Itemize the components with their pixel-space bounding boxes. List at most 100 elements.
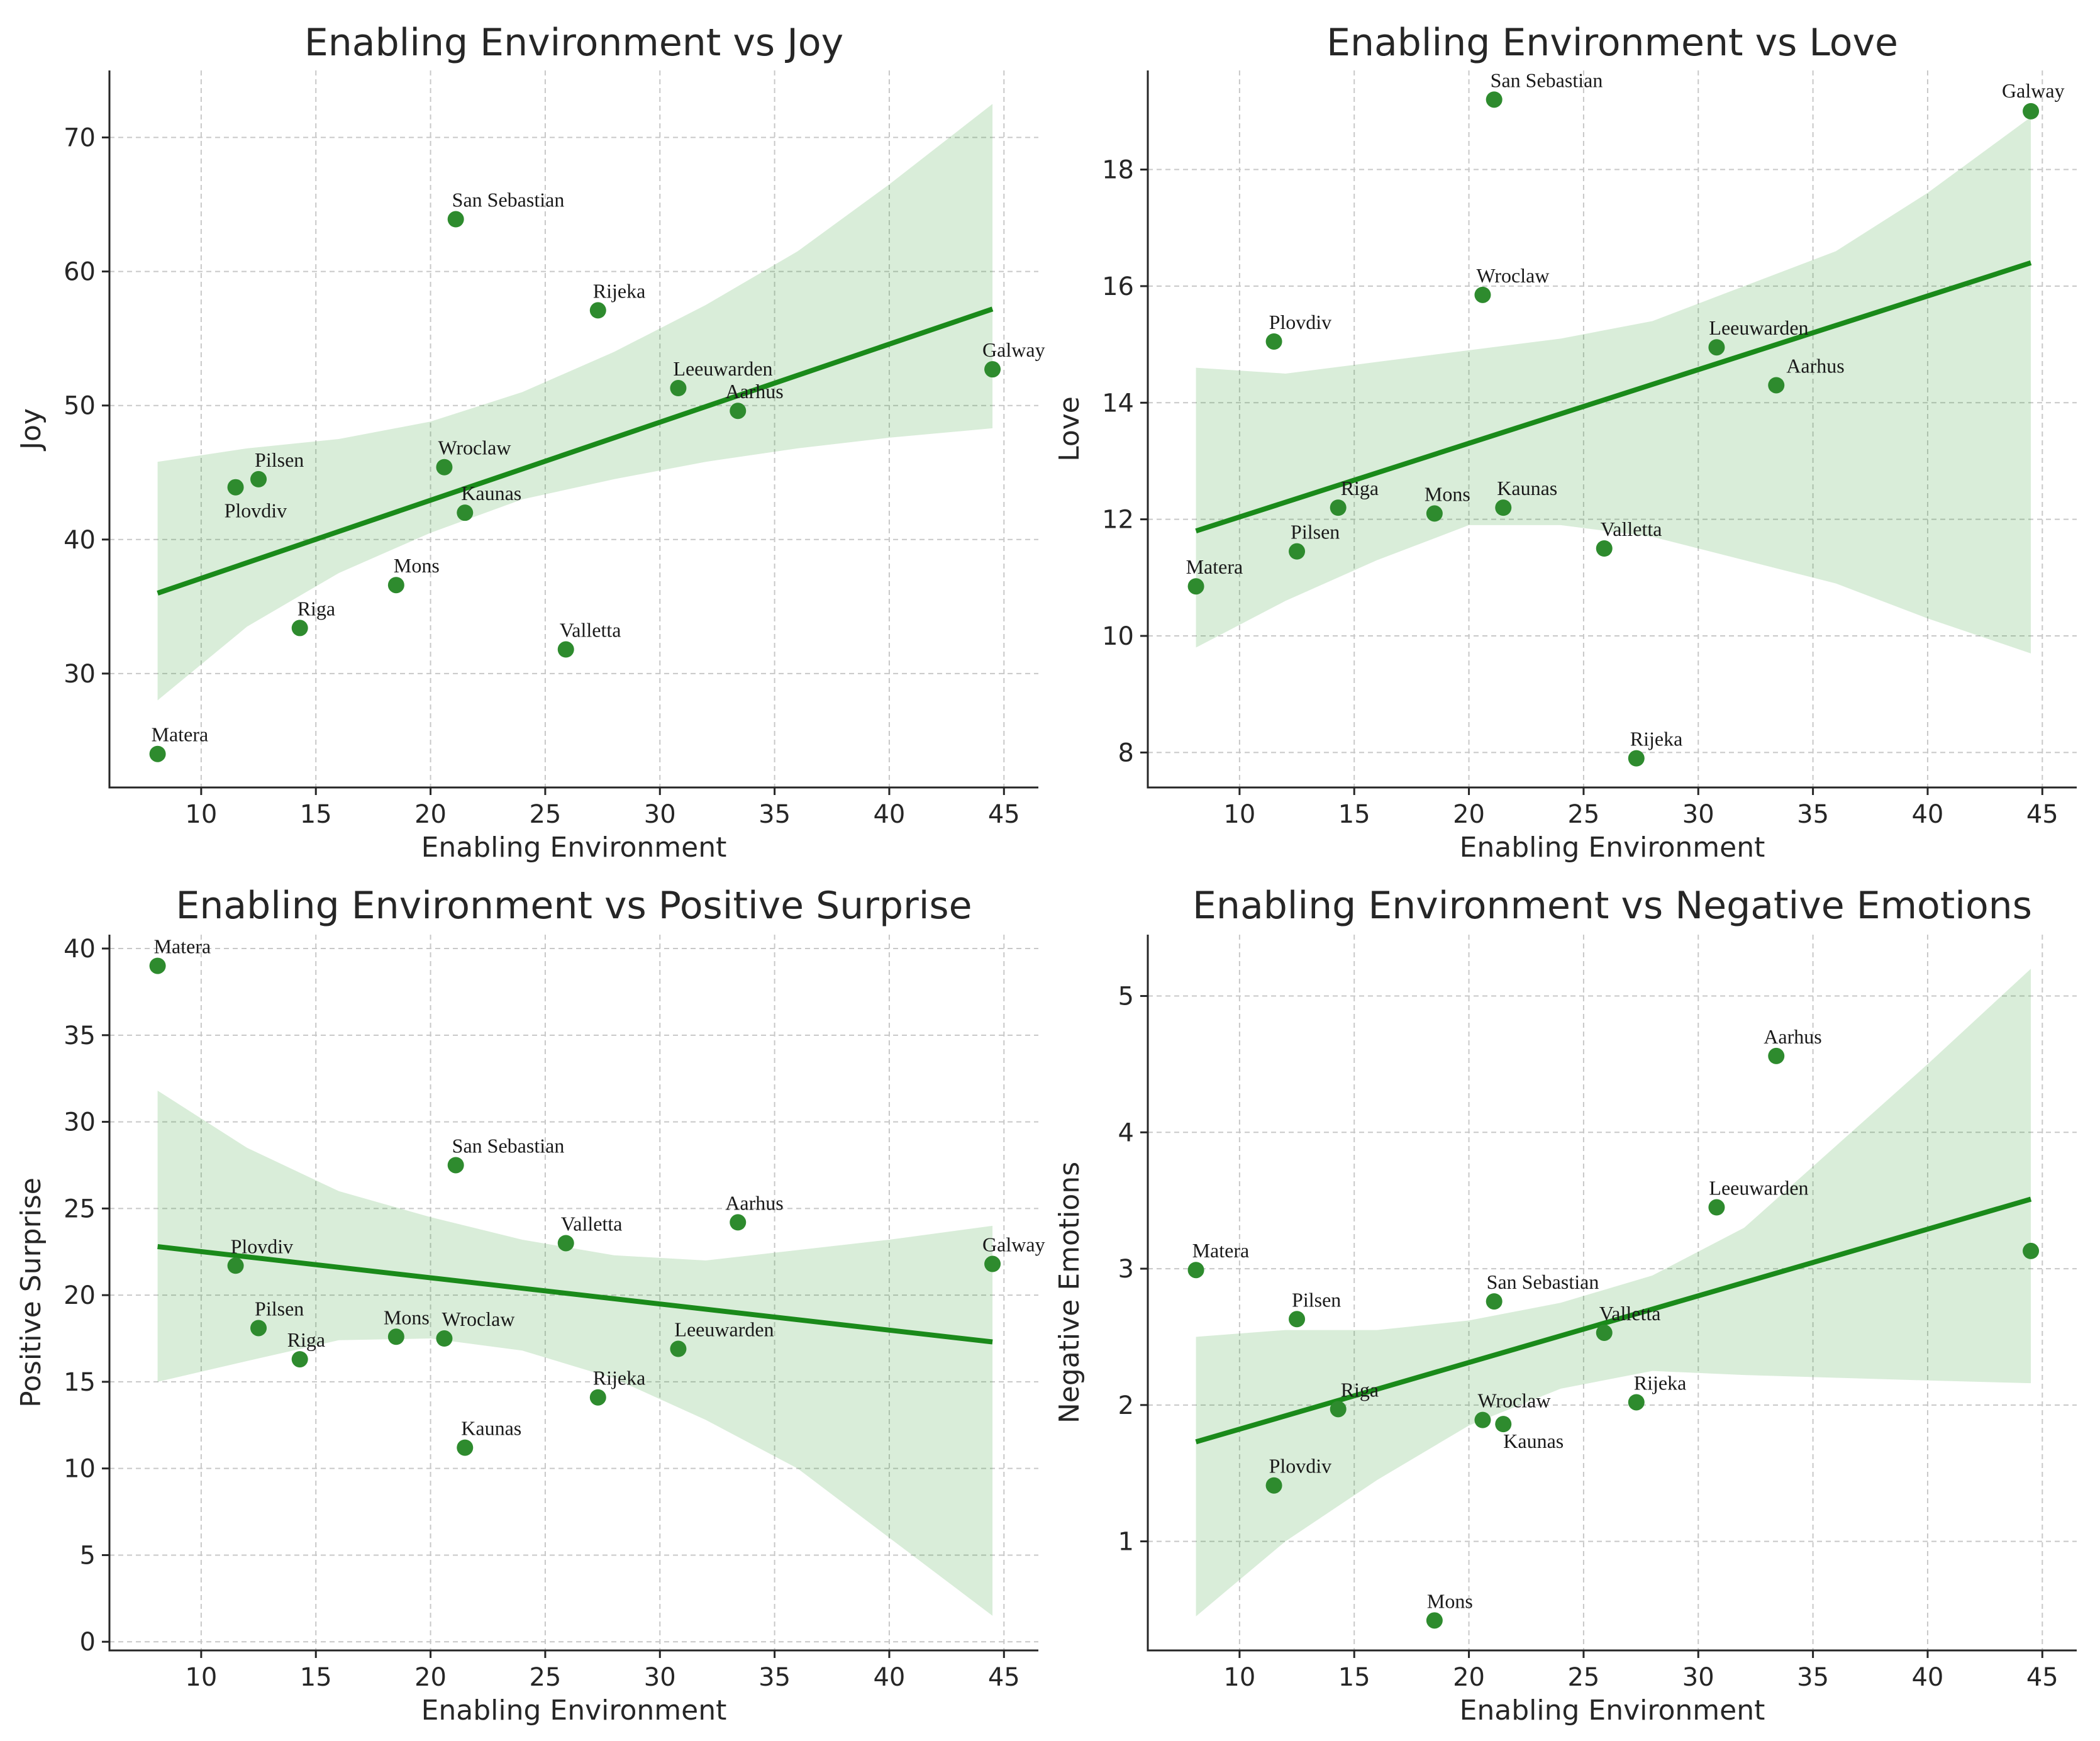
data-point: [1768, 377, 1785, 394]
point-label: Valletta: [1599, 1302, 1661, 1325]
data-point: [984, 1255, 1001, 1272]
y-tick-label: 10: [64, 1455, 96, 1484]
y-tick-label: 0: [80, 1628, 96, 1657]
data-point: [730, 403, 747, 420]
point-label: Rijeka: [1630, 728, 1683, 750]
data-point: [1187, 578, 1204, 595]
point-label: Wroclaw: [1476, 264, 1549, 287]
point-label: Aarhus: [725, 1191, 783, 1214]
x-tick-label: 30: [644, 800, 676, 829]
point-label: San Sebastian: [1487, 1271, 1599, 1293]
point-label: Valletta: [1601, 518, 1662, 540]
point-label: Leeuwarden: [1709, 1177, 1808, 1199]
point-label: Valletta: [560, 619, 621, 642]
y-tick-label: 16: [1102, 272, 1134, 301]
point-label: Aarhus: [1786, 354, 1844, 377]
data-point: [670, 380, 687, 397]
data-point: [1330, 1401, 1347, 1418]
point-label: Leeuwarden: [674, 1318, 774, 1341]
x-tick-label: 45: [2026, 1663, 2058, 1692]
data-point: [250, 1320, 267, 1337]
point-label: Riga: [1341, 477, 1379, 499]
y-tick-label: 25: [64, 1194, 96, 1223]
x-tick-label: 15: [300, 800, 332, 829]
point-label: Aarhus: [1764, 1025, 1821, 1048]
y-tick-label: 5: [80, 1541, 96, 1570]
regression-line: [1195, 260, 2032, 534]
x-tick-label: 45: [2026, 800, 2058, 829]
x-tick-label: 20: [414, 1663, 447, 1692]
y-tick-label: 5: [1118, 982, 1134, 1011]
point-label: Pilsen: [255, 448, 304, 471]
data-point: [557, 1235, 574, 1252]
chart-title: Enabling Environment vs Positive Surpris…: [175, 884, 972, 928]
data-point: [291, 1351, 308, 1368]
point-label: Kaunas: [461, 1417, 521, 1440]
y-tick-label: 35: [64, 1021, 96, 1050]
y-axis-label: Negative Emotions: [1053, 1162, 1086, 1423]
x-tick-label: 10: [185, 800, 217, 829]
data-point: [149, 957, 166, 974]
point-label: Matera: [1192, 1239, 1250, 1262]
axis-spines: [1147, 70, 2077, 789]
x-tick-label: 30: [1682, 1663, 1714, 1692]
data-point: [1426, 1612, 1443, 1629]
regression-line: [1195, 1196, 2032, 1445]
chart-title: Enabling Environment vs Negative Emotion…: [1192, 884, 2032, 928]
x-axis-label: Enabling Environment: [1460, 1694, 1765, 1727]
chart-panel-3: 10 15 20 25 30 35 40 45 0 5 10 15 20 25 30 35 40 Enabling…: [15, 884, 1045, 1727]
point-label: Mons: [1425, 482, 1470, 505]
data-point: [1768, 1047, 1785, 1064]
data-point: [387, 1328, 404, 1345]
data-point: [1495, 499, 1512, 516]
point-label: Matera: [1186, 555, 1243, 578]
confidence-band: [1196, 969, 2031, 1616]
data-point: [1474, 286, 1491, 303]
x-axis-label: Enabling Environment: [421, 832, 727, 864]
data-point: [447, 1157, 464, 1174]
x-tick-label: 20: [1453, 800, 1485, 829]
point-label: Galway: [2002, 79, 2065, 102]
point-label: Riga: [287, 1328, 325, 1351]
point-label: San Sebastian: [1491, 69, 1603, 91]
data-point: [1708, 339, 1725, 356]
data-point: [457, 1439, 474, 1456]
data-point: [2023, 1242, 2040, 1259]
point-label: Wroclaw: [442, 1308, 514, 1330]
point-label: Leeuwarden: [1709, 316, 1808, 339]
data-point: [149, 745, 166, 762]
data-point: [730, 1214, 747, 1231]
data-point: [1265, 1477, 1282, 1494]
y-tick-label: 12: [1102, 506, 1134, 535]
x-tick-label: 35: [758, 1663, 791, 1692]
regression-line: [157, 306, 994, 596]
point-label: San Sebastian: [452, 1134, 565, 1157]
point-label: Pilsen: [1292, 1288, 1341, 1311]
data-point: [1426, 505, 1443, 522]
data-point: [1628, 1394, 1645, 1411]
y-tick-label: 8: [1118, 738, 1134, 767]
chart-title: Enabling Environment vs Joy: [304, 21, 843, 65]
y-tick-label: 3: [1118, 1255, 1134, 1284]
x-tick-label: 15: [300, 1663, 332, 1692]
y-tick-label: 40: [64, 526, 96, 555]
data-point: [670, 1340, 687, 1357]
data-point: [1474, 1411, 1491, 1428]
point-label: Rijeka: [1634, 1371, 1687, 1394]
y-tick-label: 30: [64, 1108, 96, 1137]
x-tick-label: 25: [529, 1663, 561, 1692]
data-point: [227, 1257, 244, 1274]
point-label: Pilsen: [255, 1297, 304, 1320]
confidence-band: [1196, 117, 2031, 654]
x-axis-label: Enabling Environment: [1460, 832, 1765, 864]
data-point: [1289, 1311, 1306, 1328]
y-tick-label: 30: [64, 660, 96, 689]
axis-spines: [108, 935, 1038, 1652]
x-tick-label: 40: [873, 1663, 905, 1692]
chart-panel-1: 10 15 20 25 30 35 40 45 30 40 50 60 70 Enabling Envir…: [15, 21, 1045, 864]
point-label: Kaunas: [1503, 1430, 1564, 1452]
data-point: [387, 577, 404, 594]
data-point: [589, 302, 606, 319]
y-tick-label: 18: [1102, 156, 1134, 185]
